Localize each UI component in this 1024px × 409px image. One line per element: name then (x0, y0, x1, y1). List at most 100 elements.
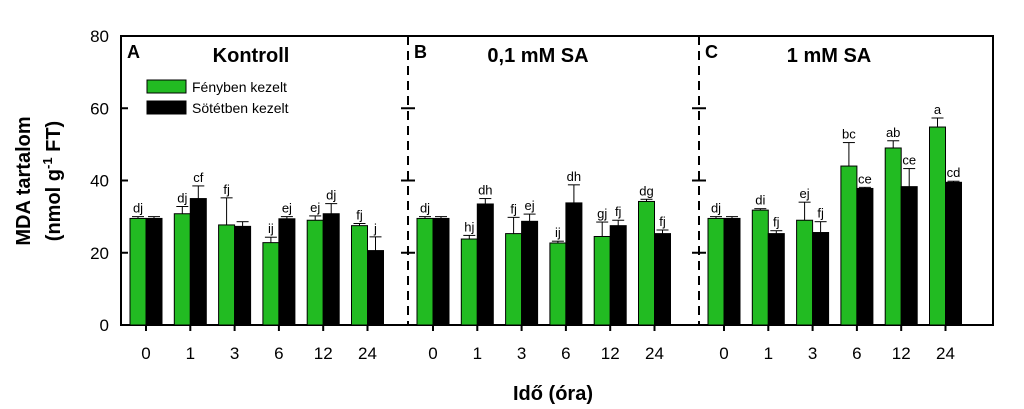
bar-light (840, 165, 858, 326)
panel-letter: A (127, 42, 140, 62)
significance-label: ce (902, 153, 916, 168)
x-axis-title: Idő (óra) (513, 383, 593, 405)
significance-label: dj (420, 201, 430, 216)
significance-label: cf (193, 170, 204, 185)
significance-label: dj (711, 201, 721, 216)
bar-light (638, 200, 655, 326)
y-axis-unit-prefix: (nmol g (43, 169, 65, 241)
bar-dark (767, 233, 785, 326)
bar-light (505, 233, 523, 326)
bar-light (351, 225, 368, 326)
significance-label: ij (268, 221, 274, 236)
x-tick-label: 3 (517, 344, 526, 363)
x-tick-label: 6 (561, 344, 570, 363)
y-tick-label: 40 (90, 172, 109, 191)
bar-light (549, 242, 567, 326)
y-axis-unit-sup: -1 (40, 157, 55, 169)
bar-light (129, 217, 147, 326)
bar-dark (432, 217, 450, 326)
x-tick-label: 0 (719, 344, 728, 363)
panel-letter: C (705, 42, 718, 62)
bar-dark (812, 232, 830, 326)
bar-dark (565, 202, 583, 326)
bar-light (416, 217, 434, 326)
significance-label: dj (177, 191, 187, 206)
bar-dark (234, 225, 252, 326)
y-tick-label: 80 (90, 27, 109, 46)
x-tick-label: 1 (764, 344, 773, 363)
significance-label: dh (567, 169, 581, 184)
x-tick-label: 24 (358, 344, 377, 363)
y-axis-title: MDA tartalom (13, 116, 35, 245)
significance-label: ce (858, 171, 872, 186)
x-tick-label: 6 (274, 344, 283, 363)
bar-dark (145, 217, 163, 326)
y-axis-unit-suffix: FT) (43, 121, 65, 158)
bar-light (218, 224, 236, 326)
significance-label: bc (842, 127, 856, 142)
x-tick-label: 24 (936, 344, 955, 363)
significance-label: a (934, 102, 942, 117)
significance-label: ij (555, 225, 561, 240)
bar-dark (189, 198, 207, 326)
bar-light (796, 219, 814, 326)
significance-label: ej (525, 198, 535, 213)
significance-label: fj (773, 215, 780, 230)
x-tick-label: 12 (601, 344, 620, 363)
bar-dark (945, 181, 962, 326)
significance-label: ab (886, 125, 900, 140)
bar-light (751, 209, 769, 326)
significance-label: fj (659, 214, 666, 229)
y-tick-label: 0 (100, 316, 109, 335)
significance-label: dg (639, 183, 653, 198)
bar-dark (322, 213, 340, 326)
significance-label: ej (800, 186, 810, 201)
bar-light (593, 235, 611, 326)
bar-light (929, 126, 946, 326)
significance-label: dh (478, 183, 492, 198)
legend-swatch-light (146, 79, 187, 94)
x-tick-label: 6 (852, 344, 861, 363)
bar-light (262, 242, 280, 326)
bar-dark (521, 220, 539, 326)
x-tick-label: 0 (428, 344, 437, 363)
panel-letter: B (414, 42, 427, 62)
x-tick-label: 1 (473, 344, 482, 363)
significance-label: fj (817, 206, 824, 221)
significance-label: gj (597, 206, 607, 221)
significance-label: di (755, 193, 765, 208)
significance-label: dj (326, 188, 336, 203)
x-tick-label: 3 (230, 344, 239, 363)
panel-title: 1 mM SA (787, 45, 871, 67)
bar-light (460, 238, 478, 326)
x-tick-label: 12 (314, 344, 333, 363)
bar-dark (654, 233, 671, 326)
bar-dark (476, 203, 494, 326)
bar-dark (723, 217, 741, 326)
panel-title: Kontroll (213, 45, 290, 67)
x-tick-label: 0 (141, 344, 150, 363)
significance-label: cd (947, 165, 961, 180)
panel-title: 0,1 mM SA (487, 45, 588, 67)
bar-light (707, 217, 725, 326)
bar-dark (856, 187, 874, 326)
x-tick-label: 1 (186, 344, 195, 363)
significance-label: fj (356, 207, 363, 222)
legend-label-light: Fényben kezelt (192, 79, 287, 95)
bar-dark (278, 218, 296, 326)
significance-label: ej (310, 200, 320, 215)
significance-label: dj (133, 201, 143, 216)
bar-light (173, 213, 191, 326)
bar-dark (367, 250, 384, 326)
significance-label: ej (282, 201, 292, 216)
bar-dark (609, 225, 627, 326)
legend-label-dark: Sötétben kezelt (192, 100, 289, 116)
y-tick-label: 20 (90, 244, 109, 263)
significance-label: j (373, 221, 377, 236)
legend-swatch-dark (146, 100, 187, 115)
significance-label: hj (464, 219, 474, 234)
bar-light (306, 219, 324, 326)
y-tick-label: 60 (90, 99, 109, 118)
